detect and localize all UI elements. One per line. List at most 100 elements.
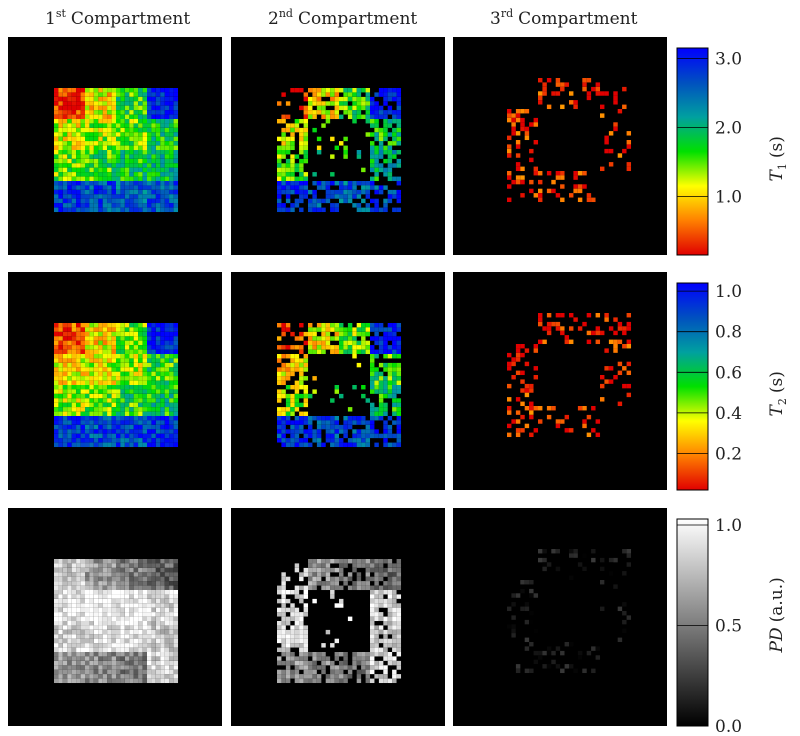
pixel [138,141,142,145]
pixel [374,123,378,127]
pixel [89,203,93,207]
pixel [103,110,107,114]
pixel [165,159,169,163]
pixel [85,559,89,563]
pixel [383,389,387,393]
pixel [81,674,85,678]
pixel [281,332,285,336]
pixel [622,620,626,624]
pixel [72,577,76,581]
pixel [120,150,124,154]
pixel [156,146,160,150]
pixel [85,403,89,407]
pixel [312,110,316,114]
pixel [547,415,551,419]
pixel [120,381,124,385]
pixel [379,568,383,572]
pixel [138,407,142,411]
pixel [277,398,281,402]
pixel [116,181,120,185]
pixel [383,665,387,669]
pixel [138,350,142,354]
pixel [151,376,155,380]
pixel [609,366,613,370]
pixel [134,625,138,629]
pixel [107,150,111,154]
pixel [156,154,160,158]
pixel [383,429,387,433]
pixel [72,123,76,127]
pixel [304,92,308,96]
pixel [67,363,71,367]
pixel [299,630,303,634]
pixel [138,420,142,424]
pixel [383,586,387,590]
pixel [134,398,138,402]
pixel [138,572,142,576]
pixel [58,363,62,367]
pixel [72,652,76,656]
pixel [156,159,160,163]
pixel [565,415,569,419]
pixel [72,327,76,331]
pixel [72,429,76,433]
pixel [169,389,173,393]
pixel [138,630,142,634]
pixel [63,634,67,638]
pixel [507,397,511,401]
pixel [174,577,178,581]
title-number: 2 [268,9,279,29]
pixel [169,137,173,141]
pixel [299,323,303,327]
pixel [330,97,334,101]
pixel [81,407,85,411]
pixel [174,208,178,212]
pixel [299,146,303,150]
pixel [116,323,120,327]
pixel [94,327,98,331]
pixel [138,394,142,398]
pixel [357,563,361,567]
pixel [72,150,76,154]
pixel [89,612,93,616]
pixel [343,332,347,336]
pixel [103,581,107,585]
pixel [547,558,551,562]
pixel [357,363,361,367]
pixel [174,194,178,198]
pixel [129,358,133,362]
pixel [578,562,582,566]
pixel [63,332,67,336]
pixel [85,617,89,621]
pixel [600,558,604,562]
pixel [587,415,591,419]
pixel [58,168,62,172]
pixel [107,407,111,411]
pixel [89,425,93,429]
pixel [379,376,383,380]
pixel [520,615,524,619]
pixel [129,563,133,567]
pixel [392,341,396,345]
pixel [165,185,169,189]
pixel [507,118,511,122]
pixel [339,394,343,398]
pixel [582,78,586,82]
pixel [169,559,173,563]
pixel [160,110,164,114]
pixel [116,639,120,643]
pixel [397,92,401,96]
pixel [156,150,160,154]
pixel [392,372,396,376]
pixel [54,110,58,114]
pixel [374,665,378,669]
pixel [361,429,365,433]
pixel [295,434,299,438]
pixel [85,194,89,198]
pixel [516,664,520,668]
pixel [98,634,102,638]
pixel [94,323,98,327]
pixel [156,115,160,119]
pixel [85,608,89,612]
pixel [138,656,142,660]
